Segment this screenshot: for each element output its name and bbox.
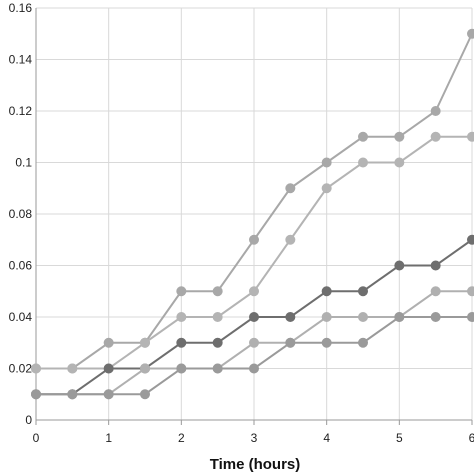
data-point bbox=[103, 363, 114, 374]
data-point bbox=[249, 234, 259, 245]
x-tick-label: 5 bbox=[396, 431, 403, 445]
data-point bbox=[430, 312, 441, 322]
data-point bbox=[212, 286, 223, 297]
data-point bbox=[321, 157, 332, 168]
y-tick-label: 0.1 bbox=[15, 156, 32, 170]
grid bbox=[36, 7, 473, 420]
y-tick-label: 0.12 bbox=[9, 104, 33, 118]
series-group bbox=[31, 28, 474, 400]
data-point bbox=[285, 337, 296, 348]
series-2 bbox=[31, 131, 474, 374]
series-1 bbox=[31, 28, 474, 374]
data-point bbox=[467, 131, 474, 142]
data-point bbox=[321, 312, 332, 322]
data-point bbox=[358, 312, 368, 322]
data-point bbox=[430, 260, 441, 271]
data-point bbox=[176, 286, 187, 297]
data-point bbox=[140, 337, 150, 348]
x-tick-label: 2 bbox=[178, 431, 185, 445]
y-tick-labels: 0 0.02 0.04 0.06 0.08 0.1 0.12 0.14 0.16 bbox=[9, 1, 33, 427]
data-point bbox=[67, 389, 78, 400]
data-point bbox=[467, 28, 474, 39]
data-point bbox=[103, 389, 114, 400]
data-point bbox=[321, 286, 332, 297]
data-point bbox=[67, 363, 78, 374]
data-point bbox=[285, 234, 296, 245]
data-point bbox=[394, 312, 405, 322]
data-point bbox=[176, 312, 187, 322]
data-point bbox=[358, 337, 368, 348]
y-tick-label: 0 bbox=[25, 413, 32, 427]
y-tick-label: 0.16 bbox=[9, 1, 33, 15]
data-point bbox=[103, 337, 114, 348]
series-4 bbox=[31, 286, 474, 400]
x-tick-label: 6 bbox=[469, 431, 474, 445]
y-tick-label: 0.08 bbox=[9, 207, 33, 221]
data-point bbox=[212, 337, 223, 348]
data-point bbox=[285, 183, 296, 194]
x-tick-label: 1 bbox=[105, 431, 112, 445]
y-tick-label: 0.04 bbox=[9, 310, 33, 324]
data-point bbox=[430, 286, 441, 297]
data-point bbox=[321, 337, 332, 348]
data-point bbox=[394, 260, 405, 271]
data-point bbox=[467, 234, 474, 245]
x-tick-label: 3 bbox=[251, 431, 258, 445]
data-point bbox=[394, 157, 405, 168]
x-tick-label: 4 bbox=[323, 431, 330, 445]
data-point bbox=[176, 363, 187, 374]
data-point bbox=[249, 337, 259, 348]
data-point bbox=[176, 337, 187, 348]
data-point bbox=[358, 286, 368, 297]
axes bbox=[35, 8, 473, 425]
data-point bbox=[285, 312, 296, 322]
data-point bbox=[249, 286, 259, 297]
data-point bbox=[212, 312, 223, 322]
data-point bbox=[31, 389, 41, 400]
y-tick-label: 0.06 bbox=[9, 259, 33, 273]
data-point bbox=[394, 131, 405, 142]
data-point bbox=[430, 131, 441, 142]
data-point bbox=[467, 312, 474, 322]
x-tick-label: 0 bbox=[33, 431, 40, 445]
y-tick-label: 0.14 bbox=[9, 53, 33, 67]
data-point bbox=[249, 363, 259, 374]
data-point bbox=[358, 157, 368, 168]
data-point bbox=[321, 183, 332, 194]
data-point bbox=[212, 363, 223, 374]
data-point bbox=[430, 106, 441, 116]
data-point bbox=[140, 389, 150, 400]
data-point bbox=[467, 286, 474, 297]
data-point bbox=[358, 131, 368, 142]
data-point bbox=[31, 363, 41, 374]
x-tick-labels: 0 1 2 3 4 5 6 bbox=[33, 431, 474, 445]
series-5 bbox=[31, 312, 474, 400]
data-point bbox=[249, 312, 259, 322]
data-point bbox=[140, 363, 150, 374]
x-axis-label: Time (hours) bbox=[210, 456, 301, 473]
y-tick-label: 0.02 bbox=[9, 362, 33, 376]
